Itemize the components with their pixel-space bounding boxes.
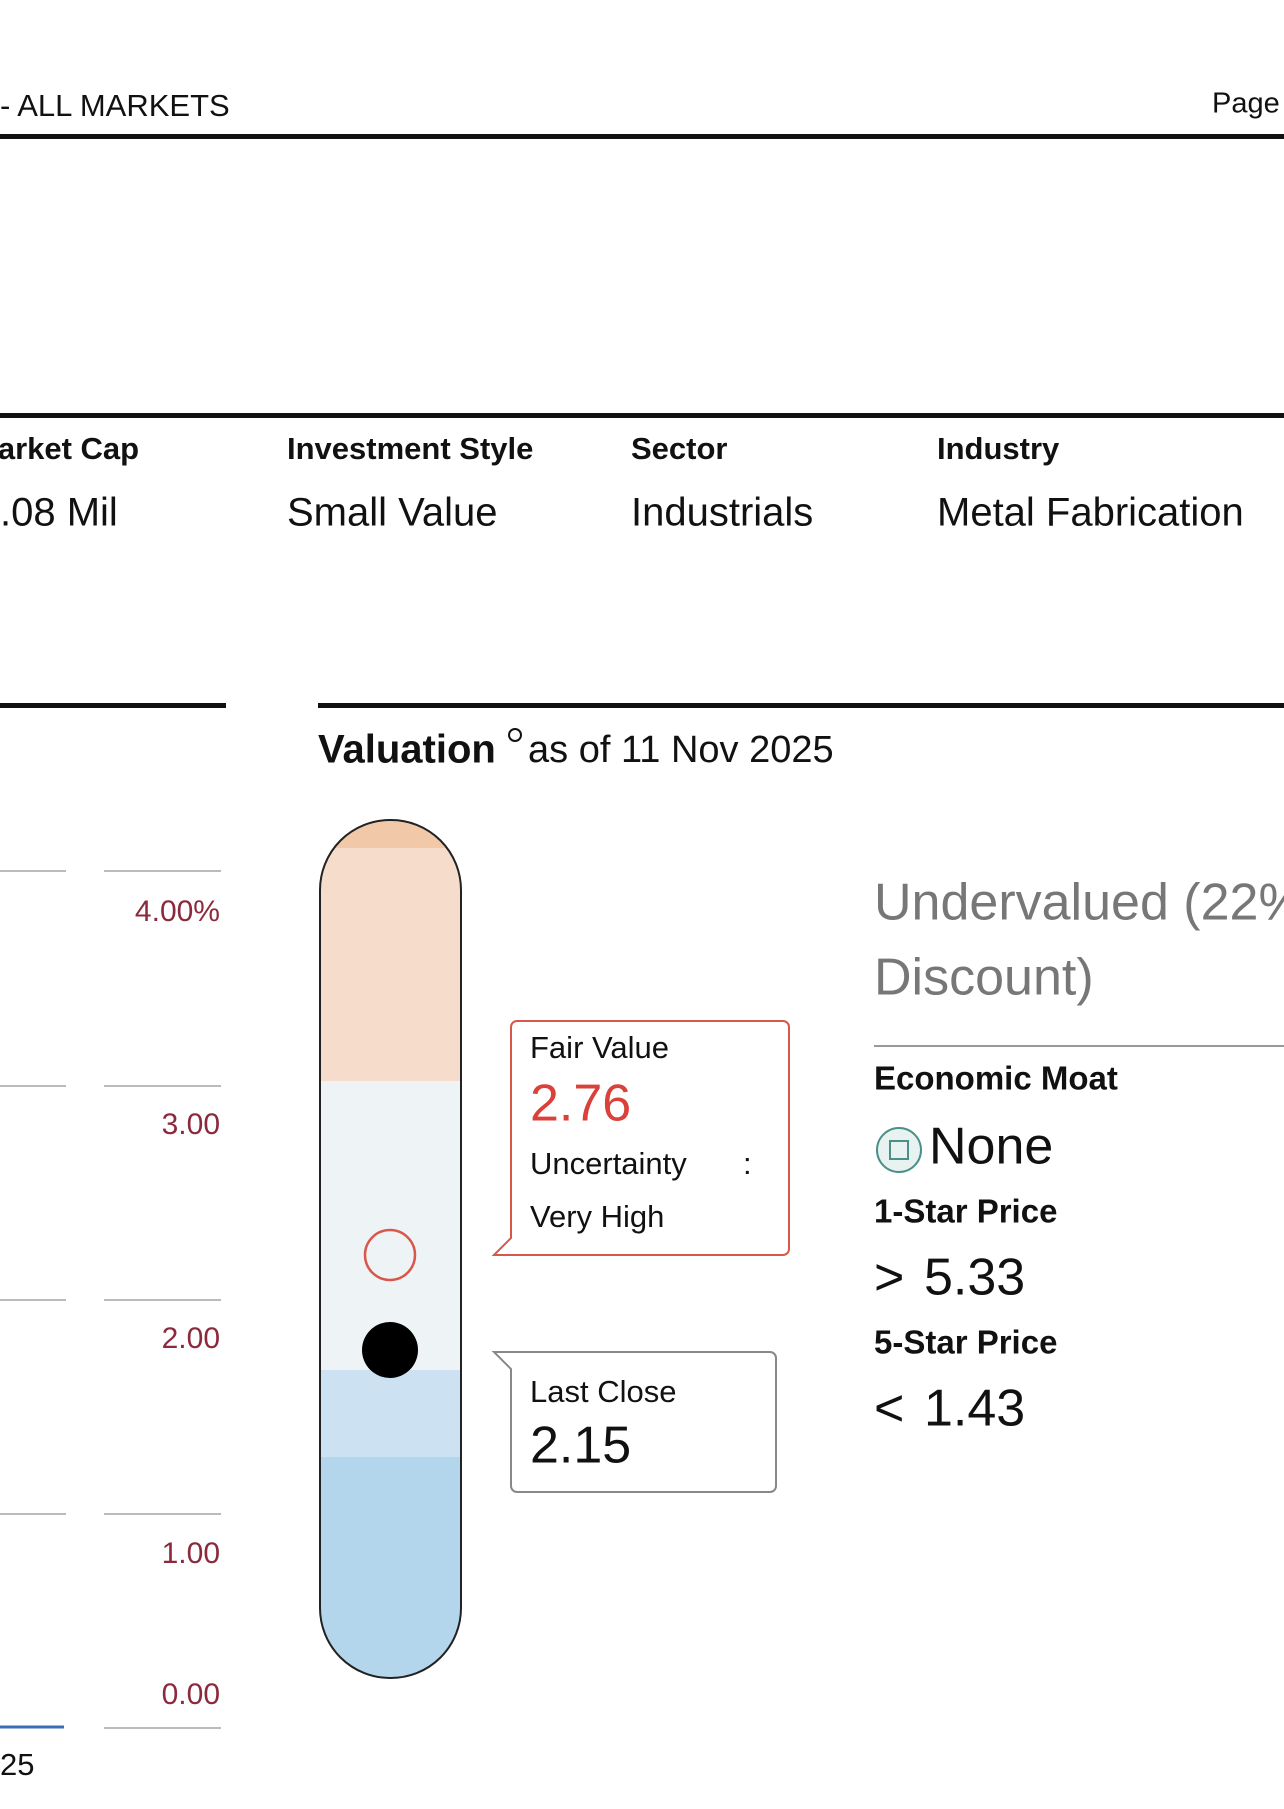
- header-rule: [0, 134, 1284, 139]
- last-close-marker: [362, 1322, 418, 1378]
- axis-label: 1.00: [162, 1537, 220, 1570]
- info-label: Market Cap: [0, 431, 139, 466]
- one-star-label: 1-Star Price: [874, 1193, 1057, 1230]
- x-label: 25: [0, 1747, 34, 1782]
- five-star-price: 1.43: [924, 1380, 1025, 1438]
- section-title: - ALL MARKETS: [0, 88, 230, 123]
- last-close-callout: [491, 1351, 777, 1493]
- axis-label: 0.00: [162, 1678, 220, 1711]
- as-of-date: as of 11 Nov 2025: [528, 729, 834, 771]
- separator: :: [743, 1146, 752, 1181]
- fair-value-callout: [491, 1020, 790, 1256]
- fair-value-label: Fair Value: [530, 1030, 669, 1065]
- assessment: Undervalued (22%: [874, 874, 1284, 932]
- page-number: Page 2: [1212, 88, 1284, 120]
- info-value: Small Value: [287, 491, 497, 535]
- info-value: Metal Fabrication: [937, 491, 1244, 535]
- section-rule: [318, 703, 1284, 708]
- info-value: Industrials: [631, 491, 813, 535]
- moat-icon-glyph: [889, 1140, 909, 1160]
- moat-icon: [876, 1127, 922, 1173]
- five-star-sign: <: [874, 1380, 904, 1438]
- info-rule: [0, 413, 1284, 418]
- left-chart: 4.00% 3.00 2.00 1.00 0.00 25: [0, 870, 221, 1782]
- valuation-thermometer: [320, 820, 461, 1678]
- info-value: .08 Mil: [0, 491, 118, 535]
- last-close: 2.15: [530, 1417, 631, 1475]
- section-rule: [0, 703, 226, 708]
- thermometer-outline: [319, 819, 462, 1679]
- axis-label: 4.00%: [135, 895, 220, 928]
- info-label: Investment Style: [287, 431, 533, 466]
- last-close-label: Last Close: [530, 1374, 676, 1409]
- assessment: Discount): [874, 949, 1094, 1007]
- valuation-title: Valuation: [318, 728, 496, 772]
- moat-value: None: [929, 1118, 1053, 1176]
- axis-label: 3.00: [162, 1108, 220, 1141]
- uncertainty: Very High: [530, 1199, 664, 1234]
- uncertainty-label: Uncertainty: [530, 1146, 687, 1181]
- one-star-price: 5.33: [924, 1249, 1025, 1307]
- info-icon[interactable]: [508, 728, 522, 742]
- one-star-sign: >: [874, 1249, 904, 1307]
- fair-value-marker: [363, 1228, 417, 1282]
- info-label: Sector: [631, 431, 727, 466]
- axis-label: 2.00: [162, 1322, 220, 1355]
- info-label: Industry: [937, 431, 1060, 466]
- five-star-label: 5-Star Price: [874, 1324, 1057, 1361]
- fair-value: 2.76: [530, 1075, 631, 1133]
- moat-label: Economic Moat: [874, 1060, 1118, 1097]
